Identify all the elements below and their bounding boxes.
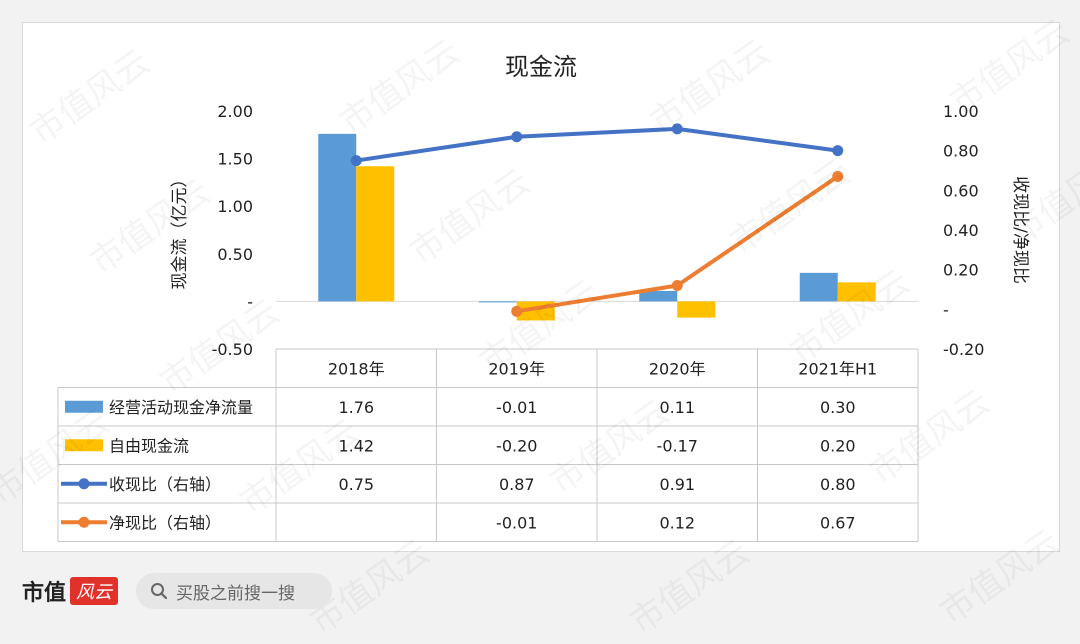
y-left-axis-title: 现金流（亿元） <box>170 171 190 290</box>
y-right-tick-label: 1.00 <box>943 102 979 121</box>
legend-key-marker-2 <box>78 478 90 490</box>
y-right-tick-label: 0.40 <box>943 221 979 240</box>
legend-key-1 <box>65 439 103 452</box>
y-right-tick-label: 0.60 <box>943 181 979 200</box>
x-category-label: 2019年 <box>488 359 545 378</box>
line-series-0 <box>355 126 839 163</box>
data-label-3-1: -0.01 <box>496 513 537 532</box>
y-right-tick-label: 0.80 <box>943 142 979 161</box>
footer-bar: 市值 风云 买股之前搜一搜 <box>22 566 622 616</box>
y-left-tick-label: 1.50 <box>217 150 253 169</box>
y-right-axis-title: 收现比/净现比 <box>1010 176 1030 284</box>
bar-0-0 <box>318 133 357 302</box>
data-label-1-2: -0.17 <box>657 436 698 455</box>
legend-label-1: 自由现金流 <box>109 436 189 455</box>
line-point-0-0 <box>350 155 362 167</box>
legend-label-3: 净现比（右轴） <box>109 513 221 532</box>
line-point-0-1 <box>511 131 523 143</box>
y-left-tick-label: 1.00 <box>217 197 253 216</box>
line-point-1-0 <box>511 305 523 317</box>
data-label-0-3: 0.30 <box>820 398 856 417</box>
search-box[interactable]: 买股之前搜一搜 <box>136 573 333 609</box>
legend-label-2: 收现比（右轴） <box>109 475 221 494</box>
line-point-1-2 <box>832 170 844 182</box>
y-left-tick-label: - <box>247 292 253 311</box>
chart-title: 现金流 <box>505 53 577 81</box>
y-right-tick-label: - <box>943 300 949 319</box>
line-point-0-2 <box>671 123 683 135</box>
brand-logo-text: 市值 <box>22 580 67 606</box>
data-label-3-2: 0.12 <box>659 513 695 532</box>
data-label-0-2: 0.11 <box>659 398 695 417</box>
y-left-tick-label: 0.50 <box>217 245 253 264</box>
legend-key-marker-3 <box>78 516 90 528</box>
cash-flow-chart: 现金流 2.00 1.50 1.00 0.50 - -0.50 1.00 0.80 0.60 0.4… <box>57 53 1030 542</box>
x-category-label: 2021年H1 <box>798 359 877 378</box>
bar-1-3 <box>837 282 876 302</box>
bar-0-1 <box>478 301 517 303</box>
y-right-tick-label: -0.20 <box>943 340 984 359</box>
line-point-0-3 <box>832 145 844 157</box>
search-icon <box>151 583 168 600</box>
data-label-1-0: 1.42 <box>338 436 374 455</box>
data-label-2-3: 0.80 <box>820 475 856 494</box>
x-category-label: 2018年 <box>328 359 385 378</box>
bar-1-2 <box>677 301 716 318</box>
data-label-1-1: -0.20 <box>496 436 537 455</box>
x-category-label: 2020年 <box>649 359 706 378</box>
y-left-tick-label: -0.50 <box>212 340 253 359</box>
data-label-2-1: 0.87 <box>499 475 535 494</box>
data-label-1-3: 0.20 <box>820 436 856 455</box>
data-label-0-1: -0.01 <box>496 398 537 417</box>
bar-0-3 <box>799 272 838 302</box>
data-label-2-2: 0.91 <box>659 475 695 494</box>
y-right-tick-label: 0.20 <box>943 261 979 280</box>
search-hint: 买股之前搜一搜 <box>176 583 296 604</box>
data-label-2-0: 0.75 <box>338 475 374 494</box>
data-label-3-3: 0.67 <box>820 513 856 532</box>
y-left-tick-label: 2.00 <box>217 102 253 121</box>
data-label-0-0: 1.76 <box>338 398 374 417</box>
line-point-1-1 <box>671 280 683 292</box>
bar-0-2 <box>639 290 678 302</box>
chart-card: 现金流 2.00 1.50 1.00 0.50 - -0.50 1.00 0.80 0.60 0.4… <box>22 22 1060 552</box>
bar-1-0 <box>356 166 395 302</box>
brand-logo-badge: 风云 <box>70 577 119 605</box>
legend-key-0 <box>65 400 103 413</box>
legend-label-0: 经营活动现金净流量 <box>109 398 253 417</box>
